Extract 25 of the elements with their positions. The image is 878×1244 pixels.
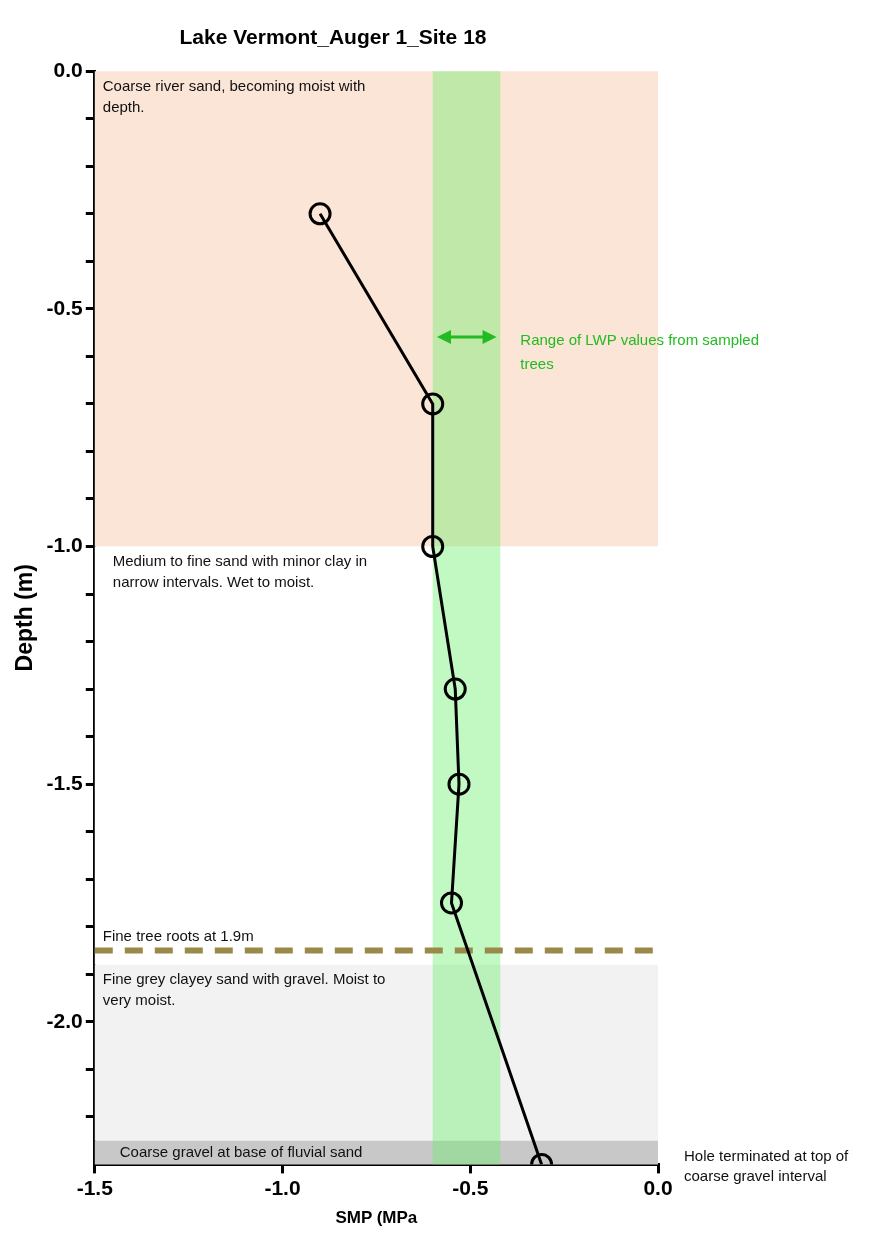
ref-line-label: Fine tree roots at 1.9m — [102, 927, 254, 945]
y-axis-title: Depth (m) — [11, 564, 38, 672]
x-tick-label: -1.0 — [264, 1175, 301, 1199]
chart-title: Lake Vermont_Auger 1_Site 18 — [179, 25, 487, 49]
band-label: Range of LWP values from sampled trees — [520, 331, 760, 373]
x-axis-title: SMP (MPa — [335, 1208, 418, 1228]
point — [447, 772, 471, 796]
y-tick-label: -1.5 — [46, 770, 84, 794]
band-label: Fine grey clayey sand with gravel. Moist to very moist. — [102, 970, 386, 1009]
x-tick-label: -0.5 — [452, 1175, 489, 1199]
y-tick-label: 0.0 — [53, 58, 83, 81]
x-tick-label: -1.5 — [76, 1175, 114, 1199]
y-tick-label: -2.0 — [46, 1008, 83, 1032]
point — [421, 392, 445, 416]
point — [439, 891, 463, 915]
x-tick-label: 0.0 — [643, 1175, 673, 1199]
band-label: Coarse river sand, becoming moist with depth. — [102, 76, 366, 115]
band-label: Coarse gravel at base of fluvial sand — [119, 1142, 363, 1160]
point — [421, 535, 445, 558]
y-tick-label: -0.5 — [46, 295, 84, 319]
point — [308, 202, 332, 226]
y-tick-label: -1.0 — [46, 533, 83, 557]
band-label: Medium to fine sand with minor clay in narrow intervals. Wet to moist. — [112, 552, 368, 591]
text: Hole terminated at top of coarse gravel interval — [684, 1146, 850, 1184]
point — [443, 677, 467, 701]
